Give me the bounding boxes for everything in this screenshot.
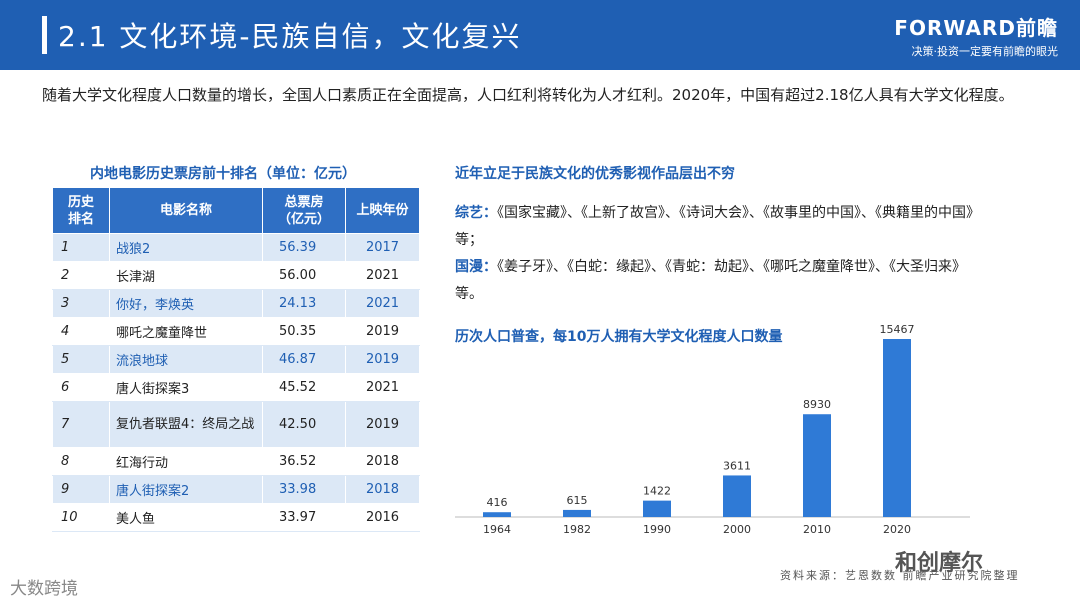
bar-value-label: 1422 — [643, 485, 671, 498]
gross-cell: 50.35 — [262, 317, 346, 346]
table-row: 8 红海行动 36.52 2018 — [52, 447, 420, 476]
bar-value-label: 416 — [487, 496, 508, 509]
year-cell: 2021 — [345, 289, 420, 318]
movie-name-cell: 红海行动 — [109, 447, 263, 476]
year-cell: 2021 — [345, 373, 420, 402]
chart-bar — [643, 500, 671, 517]
chart-bar — [723, 475, 751, 517]
movie-name-cell: 复仇者联盟4：终局之战 — [109, 401, 263, 448]
watermark-left: 大数跨境 — [10, 579, 78, 599]
intro-paragraph: 随着大学文化程度人口数量的增长，全国人口素质正在全面提高，人口红利将转化为人才红… — [42, 86, 1014, 104]
table-row: 6 唐人街探案3 45.52 2021 — [52, 373, 420, 402]
rank-cell: 9 — [52, 475, 110, 504]
chart-bar — [563, 509, 591, 517]
x-tick-label: 2020 — [883, 523, 911, 536]
chart-bar — [483, 512, 511, 517]
table-row: 5 流浪地球 46.87 2019 — [52, 345, 420, 374]
variety-text: 《国家宝藏》、《上新了故宫》、《诗词大会》、《故事里的中国》、《典籍里的中国》等… — [455, 205, 973, 248]
gross-cell: 46.87 — [262, 345, 346, 374]
chart-bar — [803, 414, 831, 517]
bar-value-label: 15467 — [880, 323, 915, 336]
table-row: 4 哪吒之魔童降世 50.35 2019 — [52, 317, 420, 346]
year-cell: 2018 — [345, 475, 420, 504]
brand-logo: FORWARD前瞻 决策·投资一定要有前瞻的眼光 — [894, 12, 1058, 59]
movie-name-cell: 美人鱼 — [109, 503, 263, 532]
x-tick-label: 1982 — [563, 523, 591, 536]
chart-title: 历次人口普查，每10万人拥有大学文化程度人口数量 — [455, 329, 783, 345]
gross-cell: 45.52 — [262, 373, 346, 402]
rank-cell: 5 — [52, 345, 110, 374]
movie-name-cell: 流浪地球 — [109, 345, 263, 374]
rank-cell: 10 — [52, 503, 110, 532]
x-tick-label: 2010 — [803, 523, 831, 536]
logo-text: FORWARD前瞻 — [894, 16, 1058, 40]
page-title: 2.1 文化环境-民族自信，文化复兴 — [58, 20, 522, 53]
x-tick-label: 2000 — [723, 523, 751, 536]
anime-text: 《姜子牙》、《白蛇：缘起》、《青蛇：劫起》、《哪吒之魔童降世》、《大圣归来》等。 — [455, 259, 966, 302]
variety-line: 综艺：《国家宝藏》、《上新了故宫》、《诗词大会》、《故事里的中国》、《典籍里的中… — [455, 200, 975, 254]
gross-cell: 36.52 — [262, 447, 346, 476]
table-row: 7 复仇者联盟4：终局之战 42.50 2019 — [52, 401, 420, 448]
anime-line: 国漫：《姜子牙》、《白蛇：缘起》、《青蛇：劫起》、《哪吒之魔童降世》、《大圣归来… — [455, 254, 975, 308]
rank-cell: 2 — [52, 261, 110, 290]
movie-name-cell: 哪吒之魔童降世 — [109, 317, 263, 346]
header-name: 电影名称 — [109, 187, 263, 234]
variety-label: 综艺： — [455, 205, 497, 221]
rank-cell: 6 — [52, 373, 110, 402]
x-tick-label: 1990 — [643, 523, 671, 536]
movie-name-cell: 长津湖 — [109, 261, 263, 290]
table-row: 3 你好，李焕英 24.13 2021 — [52, 289, 420, 318]
gross-cell: 56.00 — [262, 261, 346, 290]
census-bar-chart: 416 1964 615 1982 1422 1990 3611 2000 8930 2010 15… — [455, 323, 970, 536]
year-cell: 2019 — [345, 317, 420, 346]
rank-cell: 4 — [52, 317, 110, 346]
header-year: 上映年份 — [345, 187, 420, 234]
year-cell: 2019 — [345, 345, 420, 374]
logo-tagline: 决策·投资一定要有前瞻的眼光 — [911, 45, 1059, 58]
year-cell: 2016 — [345, 503, 420, 532]
year-cell: 2018 — [345, 447, 420, 476]
table-row: 10 美人鱼 33.97 2016 — [52, 503, 420, 532]
box-office-table: 历史 排名 电影名称 总票房 （亿元） 上映年份 1 战狼2 56.39 201… — [52, 187, 420, 532]
rank-cell: 1 — [52, 233, 110, 262]
header-bar: 2.1 文化环境-民族自信，文化复兴 FORWARD前瞻 决策·投资一定要有前瞻… — [0, 0, 1080, 70]
header-gross: 总票房 （亿元） — [262, 187, 346, 234]
gross-cell: 24.13 — [262, 289, 346, 318]
header-rank: 历史 排名 — [52, 187, 110, 234]
box-office-table-title: 内地电影历史票房前十排名（单位：亿元） — [90, 166, 356, 182]
year-cell: 2017 — [345, 233, 420, 262]
watermark-right: 和创摩尔 — [895, 551, 984, 576]
movie-name-cell: 唐人街探案2 — [109, 475, 263, 504]
movie-name-cell: 战狼2 — [109, 233, 263, 262]
year-cell: 2021 — [345, 261, 420, 290]
source-note: 资料来源：艺恩数数 前瞻产业研究院整理 — [780, 569, 1020, 582]
works-list: 综艺：《国家宝藏》、《上新了故宫》、《诗词大会》、《故事里的中国》、《典籍里的中… — [455, 200, 975, 308]
chart-bar — [883, 339, 911, 517]
movie-name-cell: 唐人街探案3 — [109, 373, 263, 402]
table-row: 1 战狼2 56.39 2017 — [52, 233, 420, 262]
works-section-title: 近年立足于民族文化的优秀影视作品层出不穷 — [455, 166, 735, 182]
rank-cell: 8 — [52, 447, 110, 476]
table-row: 2 长津湖 56.00 2021 — [52, 261, 420, 290]
bar-value-label: 3611 — [723, 459, 751, 472]
title-accent-bar — [42, 16, 47, 54]
gross-cell: 56.39 — [262, 233, 346, 262]
gross-cell: 33.98 — [262, 475, 346, 504]
movie-name-cell: 你好，李焕英 — [109, 289, 263, 318]
bar-value-label: 8930 — [803, 398, 831, 411]
rank-cell: 7 — [52, 401, 110, 448]
bar-value-label: 615 — [567, 494, 588, 507]
gross-cell: 33.97 — [262, 503, 346, 532]
rank-cell: 3 — [52, 289, 110, 318]
x-tick-label: 1964 — [483, 523, 511, 536]
table-row: 9 唐人街探案2 33.98 2018 — [52, 475, 420, 504]
anime-label: 国漫： — [455, 259, 497, 275]
gross-cell: 42.50 — [262, 401, 346, 448]
year-cell: 2019 — [345, 401, 420, 448]
